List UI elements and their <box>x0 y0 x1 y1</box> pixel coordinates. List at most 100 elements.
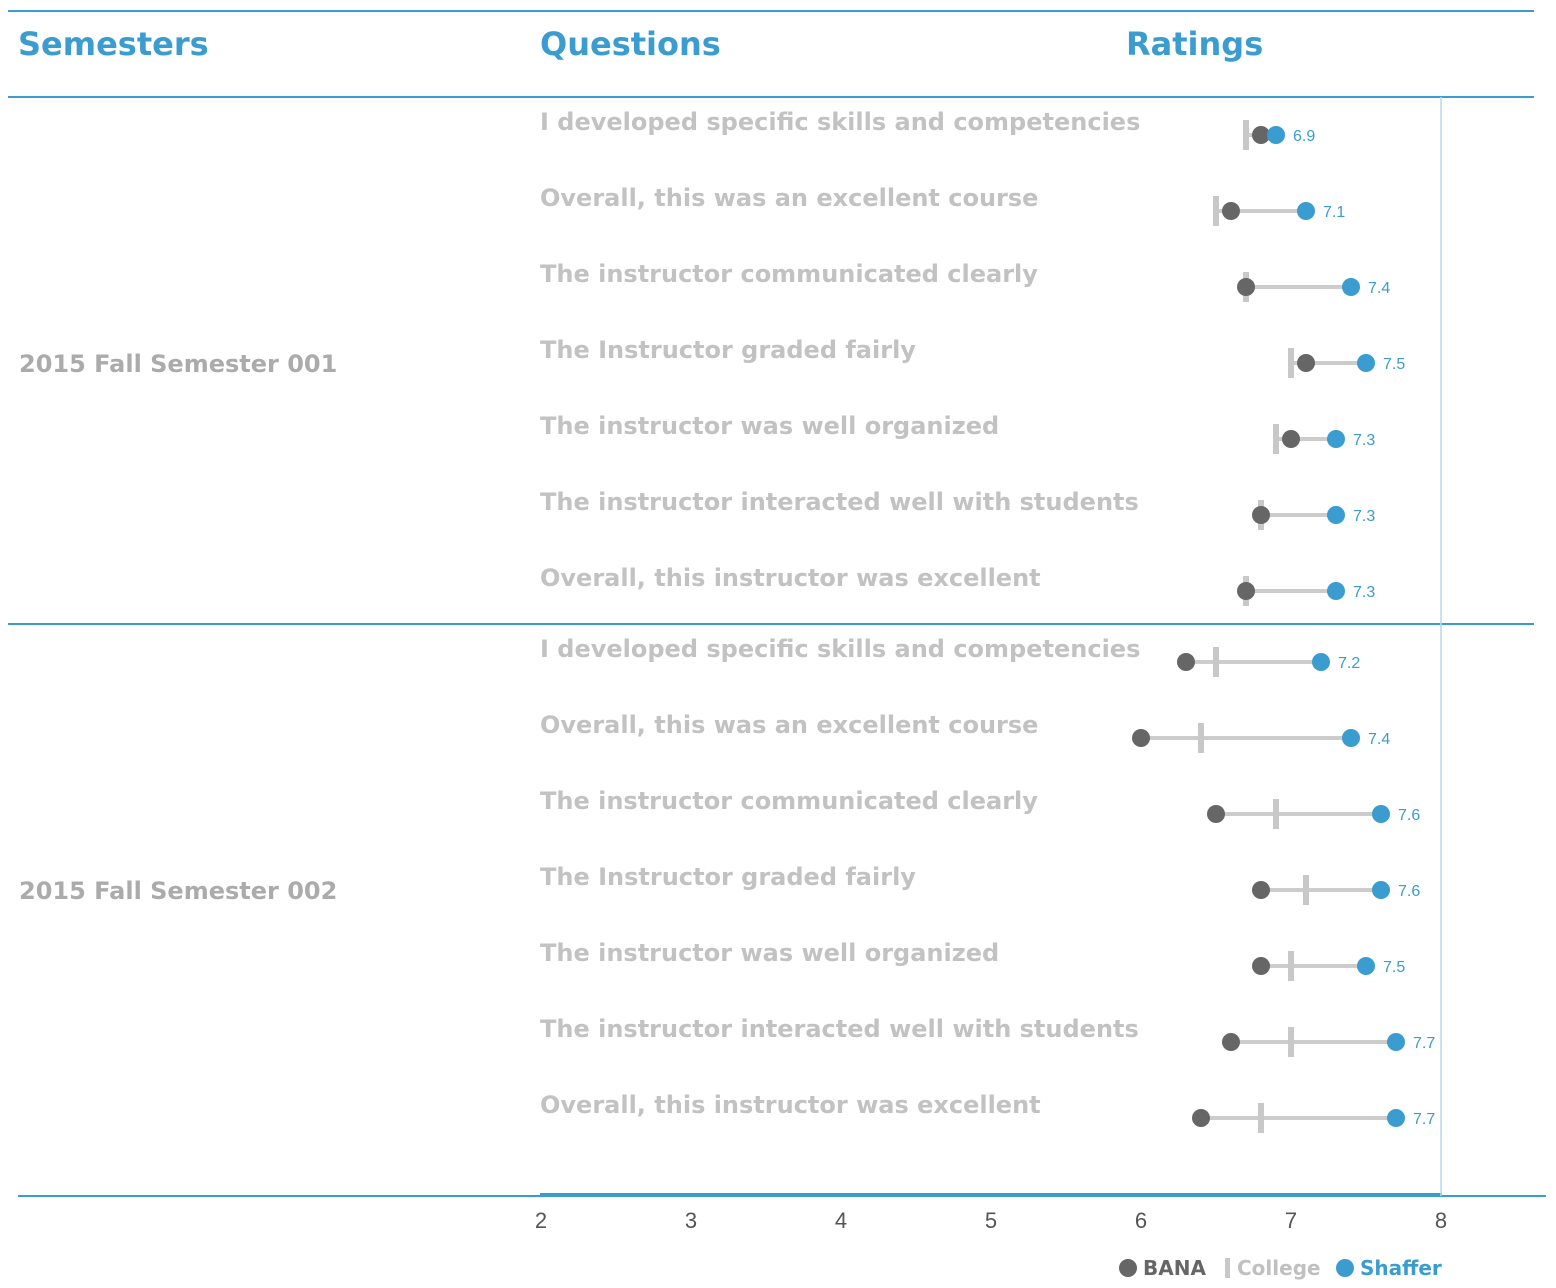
college-marker <box>1288 348 1294 378</box>
question-row: The instructor communicated clearly 7.6 <box>540 787 1420 829</box>
questions-header: Questions <box>540 25 721 63</box>
shaffer-dot <box>1342 729 1360 747</box>
x-tick-label: 7 <box>1285 1208 1297 1233</box>
college-marker <box>1303 875 1309 905</box>
college-marker <box>1198 723 1204 753</box>
question-row: I developed specific skills and competen… <box>540 108 1315 150</box>
question-row: The instructor interacted well with stud… <box>540 488 1375 530</box>
question-label: The Instructor graded fairly <box>540 863 916 891</box>
question-row: Overall, this was an excellent course 7.1 <box>540 184 1345 226</box>
shaffer-value-label: 7.4 <box>1368 731 1390 748</box>
question-row: The instructor was well organized 7.3 <box>540 412 1375 454</box>
question-row: I developed specific skills and competen… <box>540 635 1360 677</box>
question-row: Overall, this instructor was excellent 7.… <box>540 1091 1435 1133</box>
x-tick-label: 2 <box>535 1208 547 1233</box>
bana-dot <box>1192 1109 1210 1127</box>
shaffer-dot <box>1387 1109 1405 1127</box>
shaffer-value-label: 7.6 <box>1398 807 1420 824</box>
question-label: Overall, this instructor was excellent <box>540 1091 1041 1119</box>
shaffer-value-label: 7.5 <box>1383 959 1405 976</box>
shaffer-value-label: 6.9 <box>1293 128 1315 145</box>
shaffer-value-label: 7.1 <box>1323 204 1345 221</box>
semester-group: 2015 Fall Semester 002 I developed specif… <box>19 635 1435 1133</box>
question-label: Overall, this was an excellent course <box>540 711 1038 739</box>
question-row: The instructor communicated clearly 7.4 <box>540 260 1390 302</box>
bana-dot <box>1252 126 1270 144</box>
shaffer-dot <box>1357 354 1375 372</box>
bana-dot <box>1252 881 1270 899</box>
college-marker <box>1288 951 1294 981</box>
question-label: The instructor communicated clearly <box>540 787 1038 815</box>
college-marker <box>1288 1027 1294 1057</box>
x-tick-label: 8 <box>1435 1208 1447 1233</box>
shaffer-value-label: 7.5 <box>1383 356 1405 373</box>
shaffer-value-label: 7.2 <box>1338 655 1360 672</box>
question-label: The instructor was well organized <box>540 412 999 440</box>
bana-dot <box>1177 653 1195 671</box>
college-marker <box>1243 120 1249 150</box>
question-label: The instructor was well organized <box>540 939 999 967</box>
question-label: The instructor interacted well with stud… <box>540 488 1139 516</box>
bana-dot <box>1237 278 1255 296</box>
question-row: The instructor interacted well with stud… <box>540 1015 1435 1057</box>
question-label: The instructor communicated clearly <box>540 260 1038 288</box>
bana-dot <box>1252 957 1270 975</box>
question-label: The instructor interacted well with stud… <box>540 1015 1139 1043</box>
shaffer-dot <box>1327 430 1345 448</box>
bana-dot <box>1222 202 1240 220</box>
question-row: The Instructor graded fairly 7.6 <box>540 863 1420 905</box>
college-marker <box>1258 1103 1264 1133</box>
semester-label: 2015 Fall Semester 002 <box>19 877 337 905</box>
x-tick-label: 6 <box>1135 1208 1147 1233</box>
question-label: I developed specific skills and competen… <box>540 635 1140 663</box>
question-row: Overall, this was an excellent course 7.4 <box>540 711 1390 753</box>
shaffer-dot <box>1312 653 1330 671</box>
shaffer-dot <box>1357 957 1375 975</box>
question-row: The instructor was well organized 7.5 <box>540 939 1405 981</box>
shaffer-value-label: 7.3 <box>1353 508 1375 525</box>
ratings-header: Ratings <box>1126 25 1263 63</box>
bana-dot <box>1132 729 1150 747</box>
bana-dot <box>1282 430 1300 448</box>
semesters-header: Semesters <box>18 25 209 63</box>
legend-bana-label: BANA <box>1143 1256 1206 1280</box>
bana-dot <box>1297 354 1315 372</box>
question-label: I developed specific skills and competen… <box>540 108 1140 136</box>
x-tick-label: 5 <box>985 1208 997 1233</box>
legend-college-marker <box>1225 1258 1230 1278</box>
college-marker <box>1273 799 1279 829</box>
bana-dot <box>1207 805 1225 823</box>
x-axis-ticks: 2 3 4 5 6 7 8 <box>535 1208 1447 1233</box>
shaffer-dot <box>1297 202 1315 220</box>
shaffer-dot <box>1372 805 1390 823</box>
bana-dot <box>1237 582 1255 600</box>
shaffer-value-label: 7.3 <box>1353 432 1375 449</box>
question-label: Overall, this was an excellent course <box>540 184 1038 212</box>
shaffer-dot <box>1372 881 1390 899</box>
legend-shaffer-marker <box>1336 1259 1354 1277</box>
x-tick-label: 4 <box>835 1208 847 1233</box>
shaffer-value-label: 7.7 <box>1413 1035 1435 1052</box>
legend-shaffer-label: Shaffer <box>1360 1256 1442 1280</box>
shaffer-value-label: 7.3 <box>1353 584 1375 601</box>
question-label: The Instructor graded fairly <box>540 336 916 364</box>
bana-dot <box>1222 1033 1240 1051</box>
college-marker <box>1213 647 1219 677</box>
semester-label: 2015 Fall Semester 001 <box>19 350 337 378</box>
rows-layer: 2015 Fall Semester 001 I developed specif… <box>19 108 1435 1133</box>
shaffer-value-label: 7.4 <box>1368 280 1390 297</box>
semester-group: 2015 Fall Semester 001 I developed specif… <box>19 108 1405 606</box>
question-row: Overall, this instructor was excellent 7.… <box>540 564 1375 606</box>
question-row: The Instructor graded fairly 7.5 <box>540 336 1405 378</box>
x-tick-label: 3 <box>685 1208 697 1233</box>
shaffer-value-label: 7.6 <box>1398 883 1420 900</box>
question-label: Overall, this instructor was excellent <box>540 564 1041 592</box>
shaffer-dot <box>1342 278 1360 296</box>
legend: BANA College Shaffer <box>1119 1256 1442 1280</box>
shaffer-value-label: 7.7 <box>1413 1111 1435 1128</box>
legend-college-label: College <box>1237 1256 1321 1280</box>
college-marker <box>1213 196 1219 226</box>
shaffer-dot <box>1267 126 1285 144</box>
shaffer-dot <box>1327 582 1345 600</box>
